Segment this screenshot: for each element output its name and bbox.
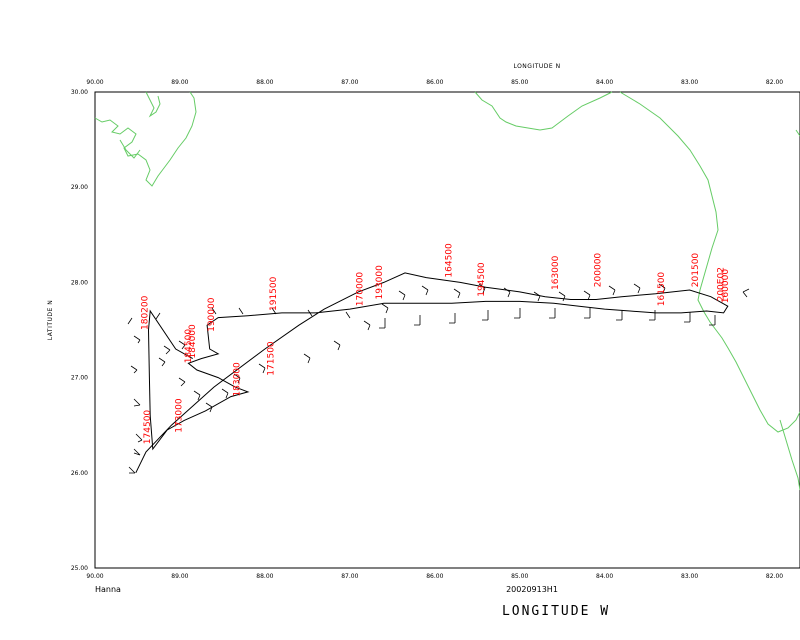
time-label: 191500 (269, 276, 279, 311)
top-tick-label: 90.00 (86, 79, 103, 86)
top-tick-label: 83.00 (681, 79, 698, 86)
flight-id: 20020913H1 (506, 585, 558, 594)
top-tick-label: 82.00 (766, 79, 783, 86)
top-axis-title: LONGITUDE N (513, 63, 560, 70)
left-tick-label: 26.00 (71, 470, 88, 477)
time-label: 170000 (356, 272, 366, 307)
bot-tick-label: 89.00 (171, 573, 188, 580)
bot-tick-label: 87.00 (341, 573, 358, 580)
top-tick-label: 85.00 (511, 79, 528, 86)
left-axis-ticks: 30.00 29.00 28.00 27.00 26.00 25.00 (71, 89, 88, 572)
left-tick-label: 28.00 (71, 279, 88, 286)
time-label: 160000 (721, 269, 731, 304)
wind-barbs (127, 283, 750, 474)
top-tick-label: 84.00 (596, 79, 613, 86)
time-label: 161500 (657, 272, 667, 307)
time-label: 190000 (207, 297, 217, 332)
top-tick-label: 87.00 (341, 79, 358, 86)
bot-tick-label: 86.00 (426, 573, 443, 580)
time-label: 200E02 (717, 267, 727, 301)
time-label: 173000 (175, 398, 185, 433)
left-axis-title: LATITUDE N (47, 300, 54, 340)
time-label: 164500 (445, 243, 455, 278)
time-label: 183000 (232, 362, 242, 397)
time-label: 184000 (188, 324, 198, 359)
time-label: 200000 (593, 253, 603, 288)
flight-track-line (135, 272, 729, 474)
top-axis-ticks: 90.00 89.00 88.00 87.00 86.00 85.00 84.00 83.00… (86, 79, 783, 86)
time-label: 180200 (141, 295, 151, 330)
bottom-axis-title: LONGITUDE W (502, 604, 610, 619)
top-tick-label: 86.00 (426, 79, 443, 86)
time-label: 194500 (477, 262, 487, 297)
bot-tick-label: 88.00 (256, 573, 273, 580)
storm-name: Hanna (95, 585, 121, 594)
time-label: 201500 (691, 253, 701, 288)
map-frame (94, 91, 800, 569)
bottom-axis-ticks: 90.00 89.00 88.00 87.00 86.00 85.00 84.00 83.00… (86, 573, 783, 580)
time-label: 163000 (551, 255, 561, 290)
top-tick-label: 89.00 (171, 79, 188, 86)
bot-tick-label: 83.00 (681, 573, 698, 580)
bot-tick-label: 85.00 (511, 573, 528, 580)
time-label: 184500 (184, 329, 194, 364)
left-tick-label: 25.00 (71, 565, 88, 572)
time-label: 174500 (143, 410, 153, 445)
top-tick-label: 88.00 (256, 79, 273, 86)
bot-tick-label: 90.00 (86, 573, 103, 580)
time-label: 193000 (375, 265, 385, 300)
coastline (94, 91, 800, 491)
bot-tick-label: 82.00 (766, 573, 783, 580)
bot-tick-label: 84.00 (596, 573, 613, 580)
left-tick-label: 27.00 (71, 375, 88, 382)
left-tick-label: 29.00 (71, 184, 88, 191)
time-label: 171500 (266, 341, 276, 376)
left-tick-label: 30.00 (71, 89, 88, 96)
